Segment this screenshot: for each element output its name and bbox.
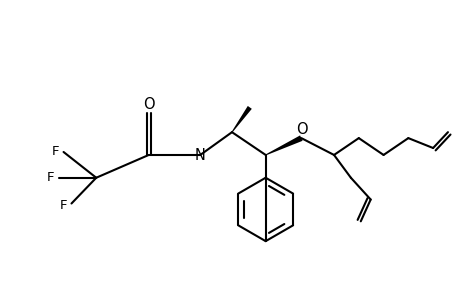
Polygon shape <box>265 135 302 155</box>
Text: O: O <box>296 122 308 137</box>
Polygon shape <box>231 106 251 133</box>
Text: F: F <box>52 146 59 158</box>
Text: O: O <box>143 97 154 112</box>
Text: F: F <box>60 199 67 212</box>
Text: F: F <box>47 171 54 184</box>
Text: N: N <box>195 148 205 164</box>
